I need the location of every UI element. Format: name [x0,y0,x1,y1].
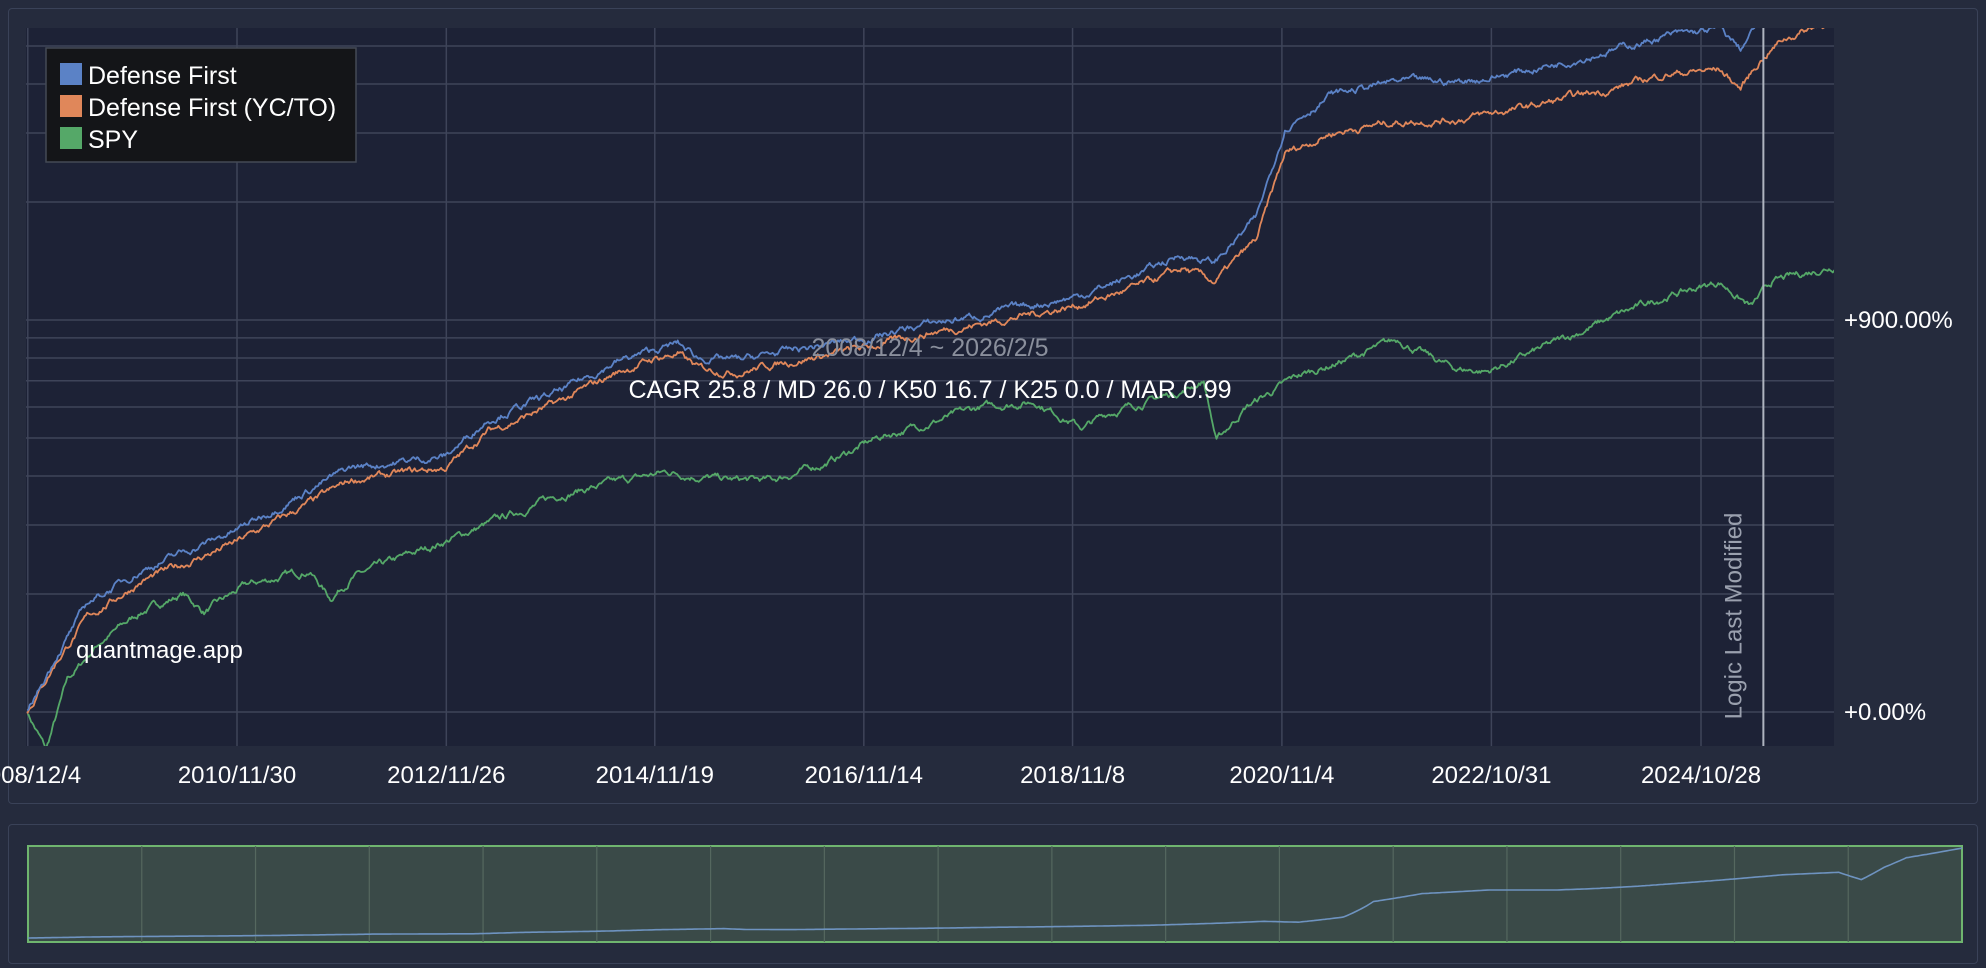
horizontal-gridlines [26,45,1834,713]
series-line-2 [27,268,1834,746]
navigator-series-line [28,847,1962,939]
x-tick-label: 2014/11/19 [596,762,714,789]
series-line-1 [26,28,1825,714]
x-tick-label: 2022/10/31 [1431,762,1551,789]
legend-box [45,47,357,163]
series-lines [26,28,1834,746]
legend-swatch-defense-first-yc-to [60,95,82,117]
metrics-label: CAGR 25.8 / MD 26.0 / K50 16.7 / K25 0.0… [628,376,1231,404]
range-navigator[interactable] [27,845,1963,943]
navigator-window[interactable] [27,845,1963,943]
main-chart-panel [8,8,1978,804]
vertical-gridlines [27,28,1702,746]
legend-item-defense-first[interactable]: Defense First [88,62,237,90]
x-tick-label: 2012/11/26 [387,762,505,789]
navigator-panel [8,824,1978,964]
x-tick-label: 2018/11/8 [1020,762,1125,789]
x-axis-ticks: 2008/12/4 2010/11/30 2012/11/26 2014/11/19 2… [0,762,1761,789]
navigator-gridlines [141,846,1849,942]
legend-item-spy[interactable]: SPY [88,126,138,154]
legend-swatch-defense-first [60,63,82,85]
y-axis-ticks: +0.00% +900.00% [1844,307,1953,726]
legend[interactable]: Defense First Defense First (YC/TO) SPY [45,47,357,163]
x-tick-label: 2008/12/4 [0,762,81,789]
watermark: quantmage.app [76,637,243,664]
legend-item-defense-first-yc-to[interactable]: Defense First (YC/TO) [88,94,336,122]
x-tick-label: 2024/10/28 [1641,762,1761,789]
x-tick-label: 2016/11/14 [805,762,923,789]
y-tick-label: +900.00% [1844,307,1953,334]
x-tick-label: 2020/11/4 [1229,762,1334,789]
x-tick-label: 2010/11/30 [178,762,296,789]
series-line-0 [26,28,1756,712]
date-range-label: 2008/12/4 ~ 2026/2/5 [811,334,1048,362]
logic-last-modified-label: Logic Last Modified [1720,513,1747,720]
legend-swatch-spy [60,127,82,149]
y-tick-label: +0.00% [1844,699,1926,726]
